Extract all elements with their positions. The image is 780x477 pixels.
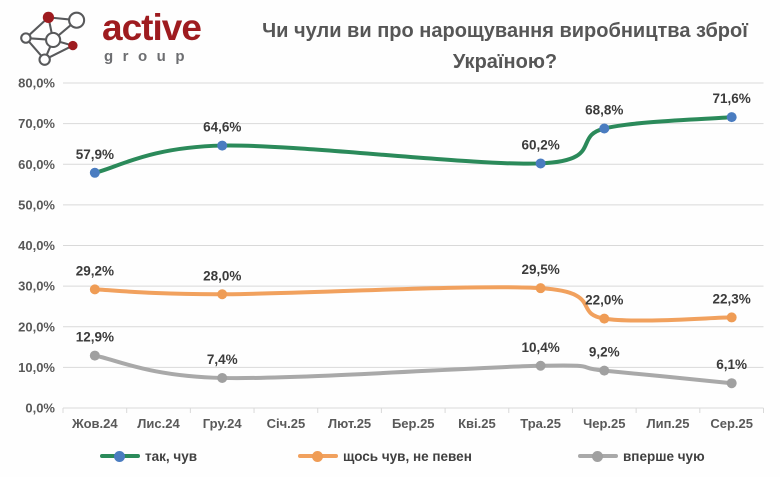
data-point-label-s2: 7,4% [207, 352, 238, 367]
chart-title: Чи чули ви про нарощування виробництва з… [262, 20, 748, 73]
x-axis-category-label: Кві.25 [458, 416, 496, 431]
x-axis-category-label: Лип.25 [646, 416, 689, 431]
line-series-2 [92, 353, 734, 386]
data-point-label-s0: 60,2% [521, 137, 559, 152]
data-point-marker-s1 [535, 283, 546, 294]
logo-text: active group [102, 7, 202, 65]
x-axis-category-label: Лис.24 [137, 416, 180, 431]
data-point-marker-s1 [217, 289, 228, 300]
data-point-marker-s2 [535, 360, 546, 371]
line-series-1 [92, 285, 734, 323]
legend-item-shchos-chuv: щось чув, не певен [298, 447, 472, 465]
legend-label: так, чув [145, 448, 198, 464]
legend-item-tak-chuv: так, чув [100, 447, 197, 465]
active-group-logo: active group [14, 8, 224, 70]
data-point-marker-s2 [599, 365, 610, 376]
x-axis-category-label: Гру.24 [203, 416, 243, 431]
data-point-label-s2: 6,1% [716, 357, 747, 372]
y-axis-tick-label: 40,0% [18, 238, 55, 253]
logo-network-icon [20, 11, 86, 66]
data-point-label-s1: 28,0% [203, 268, 241, 283]
y-axis-tick-label: 20,0% [18, 319, 55, 334]
legend-label: щось чув, не певен [343, 448, 472, 464]
data-point-marker-s0 [599, 123, 610, 134]
data-point-label-s0: 68,8% [585, 103, 623, 118]
data-point-label-s2: 12,9% [76, 330, 114, 345]
legend-swatch-green [100, 447, 140, 465]
x-axis-category-label: Тра.25 [520, 416, 561, 431]
line-series-0 [92, 115, 734, 175]
data-point-marker-s0 [726, 112, 737, 123]
x-axis-category-label: Чер.25 [583, 416, 625, 431]
data-point-label-s1: 29,5% [521, 262, 559, 277]
y-axis-tick-label: 70,0% [18, 116, 55, 131]
legend-swatch-gray [578, 447, 618, 465]
data-point-marker-s0 [217, 140, 228, 151]
data-point-label-s1: 22,0% [585, 293, 623, 308]
legend-label: вперше чую [623, 448, 705, 464]
x-axis-category-label: Жов.24 [71, 416, 118, 431]
data-point-label-s1: 22,3% [713, 291, 751, 306]
data-point-label-s1: 29,2% [76, 263, 114, 278]
y-axis-tick-label: 0,0% [25, 401, 55, 416]
data-point-label-s0: 71,6% [713, 91, 751, 106]
data-point-marker-s2 [217, 372, 228, 383]
data-point-label-s2: 9,2% [589, 345, 620, 360]
y-axis-tick-label: 30,0% [18, 279, 55, 294]
data-point-marker-s0 [89, 167, 100, 178]
x-axis-category-label: Січ.25 [267, 416, 306, 431]
data-point-label-s0: 57,9% [76, 147, 114, 162]
legend-swatch-orange [298, 447, 338, 465]
data-point-marker-s1 [599, 313, 610, 324]
logo-brand-name: active [102, 7, 202, 48]
data-point-label-s0: 64,6% [203, 120, 241, 135]
data-point-marker-s0 [535, 158, 546, 169]
legend-item-vpershe-chuyu: вперше чую [578, 447, 705, 465]
data-point-marker-s1 [726, 312, 737, 323]
x-axis-category-label: Сер.25 [710, 416, 753, 431]
y-axis-tick-label: 80,0% [18, 76, 55, 91]
y-axis-tick-label: 50,0% [18, 197, 55, 212]
logo-sub-name: group [104, 48, 194, 65]
data-point-label-s2: 10,4% [521, 340, 559, 355]
data-point-marker-s2 [89, 350, 100, 361]
y-axis-tick-label: 60,0% [18, 157, 55, 172]
data-point-marker-s1 [89, 284, 100, 295]
x-axis-category-label: Бер.25 [392, 416, 435, 431]
data-point-marker-s2 [726, 378, 737, 389]
x-axis-category-label: Лют.25 [328, 416, 371, 431]
y-axis-tick-label: 10,0% [18, 360, 55, 375]
